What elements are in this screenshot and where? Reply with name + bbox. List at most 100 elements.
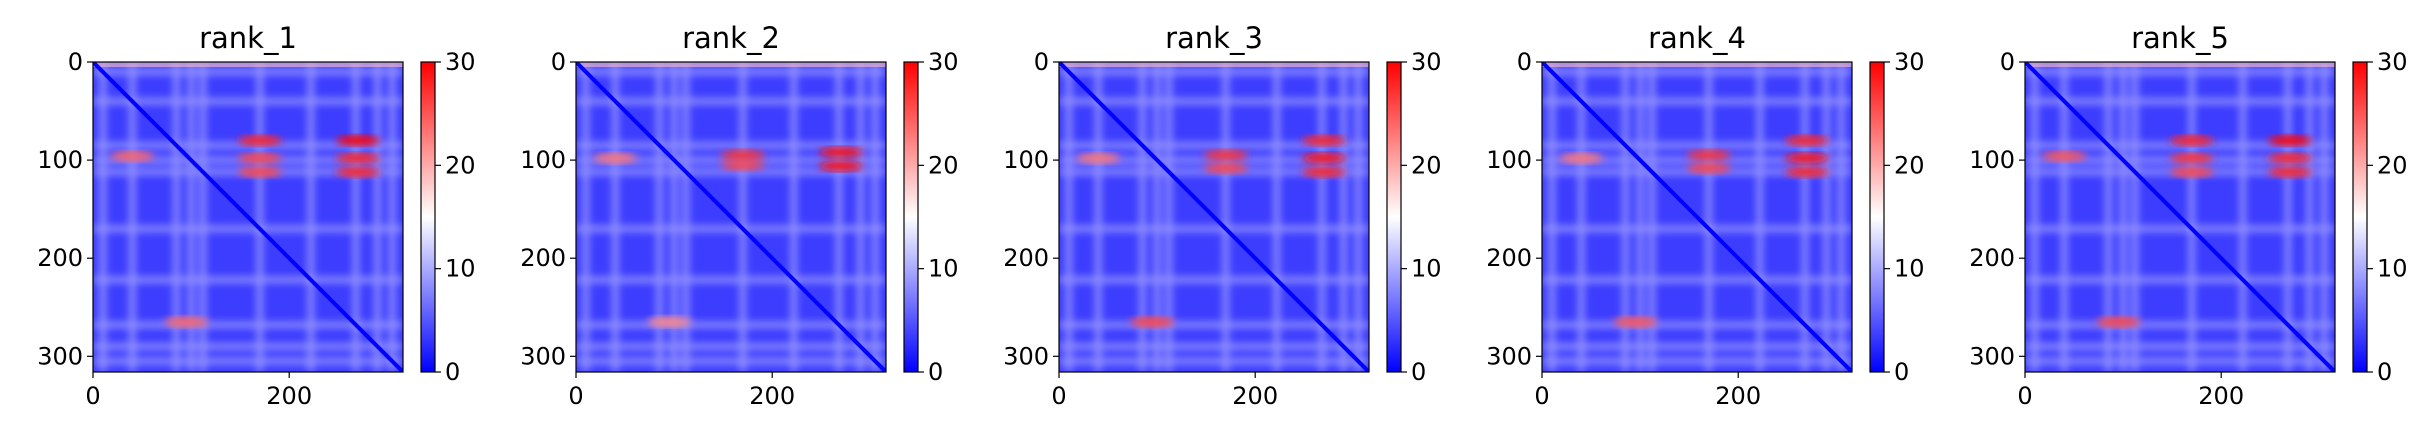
- hotspot-3: [1784, 166, 1829, 177]
- colorbar-tick-label: 10: [2377, 255, 2408, 283]
- panel-title: rank_4: [1648, 21, 1746, 55]
- x-tick-label: 200: [2198, 382, 2244, 410]
- panel-title: rank_1: [199, 21, 297, 55]
- colorbar: [2352, 61, 2368, 373]
- colorbar-tick-label: 20: [445, 151, 476, 179]
- hotspot-3: [720, 150, 765, 161]
- hotspot-4: [1203, 150, 1248, 161]
- hotspot-1: [1301, 135, 1346, 146]
- hotspot-3: [335, 166, 380, 177]
- colorbar-tick-label: 0: [1894, 358, 1909, 386]
- hotspot-4: [2169, 135, 2214, 146]
- hotspot-1: [2267, 135, 2312, 146]
- hotspot-1: [335, 135, 380, 146]
- hotspot-6: [1076, 153, 1121, 164]
- colorbar-tick-label: 20: [1894, 151, 1925, 179]
- hotspot-5: [2169, 153, 2214, 164]
- diagonal-line: [1542, 62, 1852, 372]
- axes-frame: [575, 61, 887, 373]
- y-tick-label: 0: [2000, 48, 2015, 76]
- hotspot-8: [164, 316, 209, 327]
- heatmap-image: [1542, 62, 1852, 372]
- y-tick-label: 100: [1969, 146, 2015, 174]
- heatmap-image: [1059, 62, 1369, 372]
- axes-frame: [2024, 61, 2336, 373]
- y-tick-label: 300: [37, 342, 83, 370]
- y-tick-label: 300: [1486, 342, 1532, 370]
- colorbar-tick-label: 30: [1411, 48, 1442, 76]
- y-tick-label: 0: [1034, 48, 1049, 76]
- hotspot-6: [2169, 166, 2214, 177]
- hotspot-7: [1130, 316, 1175, 327]
- hotspot-7: [1613, 316, 1658, 327]
- colorbar-tick-label: 30: [1894, 48, 1925, 76]
- colorbar-tick-label: 0: [1411, 358, 1426, 386]
- y-tick-label: 200: [1969, 244, 2015, 272]
- y-tick-label: 300: [520, 342, 566, 370]
- x-tick-label: 200: [749, 382, 795, 410]
- diagonal-line: [2025, 62, 2335, 372]
- heatmap-image: [93, 62, 403, 372]
- colorbar-tick-label: 20: [2377, 151, 2408, 179]
- hotspot-4: [237, 135, 282, 146]
- y-tick-label: 300: [1969, 342, 2015, 370]
- y-tick-label: 100: [1486, 146, 1532, 174]
- colorbar: [1869, 61, 1885, 373]
- colorbar-tick-label: 0: [928, 358, 943, 386]
- y-tick-label: 100: [1003, 146, 1049, 174]
- hotspot-8: [2096, 316, 2141, 327]
- diagonal-line: [1059, 62, 1369, 372]
- hotspot-3: [1301, 166, 1346, 177]
- colorbar-tick-label: 10: [1411, 255, 1442, 283]
- colorbar-tick-label: 30: [928, 48, 959, 76]
- colorbar-tick-label: 30: [2377, 48, 2408, 76]
- hotspot-2: [2267, 153, 2312, 164]
- hotspot-2: [1784, 153, 1829, 164]
- y-tick-label: 0: [1517, 48, 1532, 76]
- hotspot-2: [818, 160, 863, 171]
- hotspot-6: [647, 316, 692, 327]
- band-layer: [1059, 62, 1369, 372]
- y-tick-label: 100: [37, 146, 83, 174]
- y-tick-label: 0: [68, 48, 83, 76]
- axes-frame: [1058, 61, 1370, 373]
- diagonal-line: [93, 62, 403, 372]
- colorbar-tick-label: 20: [928, 151, 959, 179]
- hotspot-7: [110, 151, 155, 162]
- hotspot-5: [1203, 162, 1248, 173]
- band-layer: [576, 62, 886, 372]
- hotspot-3: [2267, 166, 2312, 177]
- hotspot-2: [1301, 153, 1346, 164]
- x-tick-label: 0: [1051, 382, 1066, 410]
- hotspot-5: [593, 153, 638, 164]
- x-tick-label: 0: [1534, 382, 1549, 410]
- axes-frame: [1541, 61, 1853, 373]
- colorbar-tick-label: 30: [445, 48, 476, 76]
- axes-frame: [92, 61, 404, 373]
- hotspot-1: [1784, 135, 1829, 146]
- diagonal-line: [576, 62, 886, 372]
- panel-title: rank_3: [1165, 21, 1263, 55]
- colorbar: [903, 61, 919, 373]
- colorbar-tick-label: 10: [1894, 255, 1925, 283]
- y-tick-label: 300: [1003, 342, 1049, 370]
- colorbar: [1386, 61, 1402, 373]
- heatmap-image: [2025, 62, 2335, 372]
- x-tick-label: 200: [1715, 382, 1761, 410]
- colorbar-tick-label: 0: [2377, 358, 2392, 386]
- colorbar-tick-label: 10: [445, 255, 476, 283]
- x-tick-label: 200: [1232, 382, 1278, 410]
- colorbar-tick-label: 0: [445, 358, 460, 386]
- colorbar-tick-label: 20: [1411, 151, 1442, 179]
- hotspot-1: [818, 147, 863, 158]
- colorbar-tick-label: 10: [928, 255, 959, 283]
- x-tick-label: 200: [266, 382, 312, 410]
- hotspot-2: [335, 153, 380, 164]
- hotspot-7: [2042, 151, 2087, 162]
- hotspot-4: [720, 160, 765, 171]
- panel-title: rank_5: [2131, 21, 2229, 55]
- hotspot-5: [1686, 162, 1731, 173]
